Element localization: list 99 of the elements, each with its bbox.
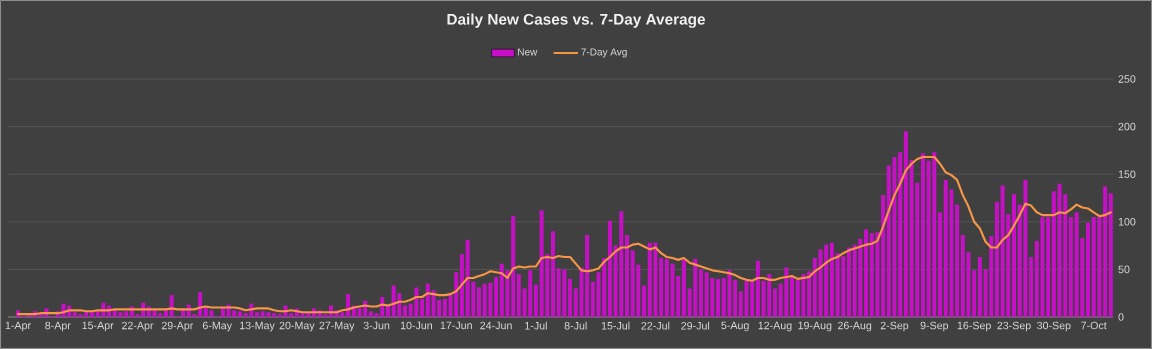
- x-tick-label: 17-Jun: [440, 321, 472, 330]
- bar: [403, 305, 407, 317]
- x-tick-label: 3-Jun: [363, 321, 390, 330]
- bar: [551, 231, 555, 317]
- x-tick-label: 23-Sep: [997, 321, 1031, 332]
- bar: [1086, 222, 1090, 317]
- bar: [1051, 191, 1056, 317]
- bar: [1046, 217, 1051, 317]
- x-tick-label: 22-Apr: [122, 321, 154, 332]
- legend-label: 7-Day Avg: [581, 48, 627, 58]
- bar: [477, 287, 481, 317]
- x-tick-label: 6-May: [202, 321, 232, 332]
- x-tick-label: 30-Sep: [1037, 321, 1071, 332]
- bar: [659, 257, 664, 317]
- bar: [607, 220, 612, 317]
- bar: [824, 244, 829, 317]
- x-tick-label: 29-Apr: [161, 321, 194, 332]
- bar: [972, 270, 977, 317]
- bar: [442, 298, 447, 317]
- bar: [198, 292, 203, 317]
- y-tick-label: 100: [1118, 218, 1136, 226]
- x-tick-label: 1-Apr: [5, 321, 31, 332]
- bar: [1108, 193, 1113, 317]
- bar: [812, 257, 817, 317]
- x-tick-label: 9-Sep: [920, 321, 949, 332]
- bar: [738, 291, 743, 317]
- x-tick-label: 24-Jun: [480, 321, 512, 330]
- x-tick-label: 29-Jul: [681, 321, 710, 330]
- bar: [568, 278, 573, 317]
- bar: [881, 195, 886, 317]
- bar: [494, 277, 499, 317]
- bar: [368, 311, 373, 317]
- bar: [755, 260, 760, 317]
- bar: [72, 312, 77, 317]
- bar: [237, 311, 242, 317]
- bar: [829, 242, 834, 317]
- bar: [994, 201, 999, 317]
- x-tick-label: 2-Sep: [880, 321, 909, 332]
- bar: [846, 247, 851, 317]
- bar: [1029, 257, 1034, 317]
- bar: [511, 216, 516, 317]
- bar: [420, 298, 425, 317]
- bar: [750, 280, 755, 317]
- x-tick-label: 10-Jun: [400, 321, 433, 330]
- bar: [585, 235, 590, 317]
- bar: [772, 288, 777, 317]
- x-tick-label: 8-Apr: [45, 321, 71, 332]
- bar: [516, 274, 521, 317]
- x-tick-label: 27-May: [319, 321, 355, 332]
- bar: [385, 305, 390, 317]
- x-tick-label: 15-Jul: [601, 321, 630, 330]
- bar: [664, 258, 669, 317]
- bar: [289, 313, 294, 317]
- x-tick-label: 1-Jul: [525, 321, 547, 330]
- x-tick-label: 26-Aug: [837, 321, 872, 332]
- chart-title: Daily New Cases vs. 7-Day Average: [447, 13, 705, 28]
- bar: [807, 271, 812, 317]
- x-tick-label: 19-Aug: [798, 321, 832, 332]
- bar: [898, 152, 903, 317]
- bar: [955, 204, 960, 317]
- legend-label: New: [518, 48, 538, 56]
- x-tick-label: 16-Sep: [957, 321, 991, 332]
- bar: [255, 312, 260, 317]
- bar: [920, 153, 925, 317]
- bar: [163, 310, 168, 317]
- bar: [698, 269, 703, 317]
- x-tick-label: 5-Aug: [721, 321, 749, 332]
- y-tick-label: 250: [1118, 75, 1136, 83]
- bar: [681, 259, 686, 317]
- y-tick-label: 50: [1118, 265, 1130, 274]
- x-tick-label: 8-Jul: [564, 321, 587, 330]
- bar: [864, 229, 869, 317]
- bar: [716, 278, 721, 317]
- bar: [437, 299, 442, 317]
- bar: [733, 279, 738, 317]
- bar: [124, 311, 129, 317]
- y-tick-label: 150: [1118, 170, 1136, 178]
- bar: [346, 294, 351, 317]
- bar: [533, 284, 538, 317]
- bar: [272, 313, 277, 317]
- bar: [977, 257, 982, 317]
- bar: [1103, 186, 1108, 317]
- x-tick-label: 13-May: [240, 321, 275, 332]
- bar: [1012, 194, 1016, 317]
- bar: [790, 277, 795, 317]
- y-tick-label: 0: [1118, 313, 1124, 321]
- y-tick-label: 200: [1118, 122, 1136, 131]
- bar: [1068, 217, 1073, 317]
- x-tick-label: 22-Jul: [641, 321, 670, 330]
- x-tick-label: 20-May: [279, 321, 315, 332]
- x-tick-label: 12-Aug: [758, 321, 792, 332]
- bar: [590, 281, 595, 317]
- bar: [938, 212, 943, 317]
- bar: [624, 235, 629, 317]
- bar: [642, 285, 647, 317]
- x-tick-label: 15-Apr: [82, 321, 114, 332]
- x-tick-label: 7-Oct: [1081, 321, 1107, 330]
- bar: [459, 254, 464, 317]
- bar: [903, 131, 908, 317]
